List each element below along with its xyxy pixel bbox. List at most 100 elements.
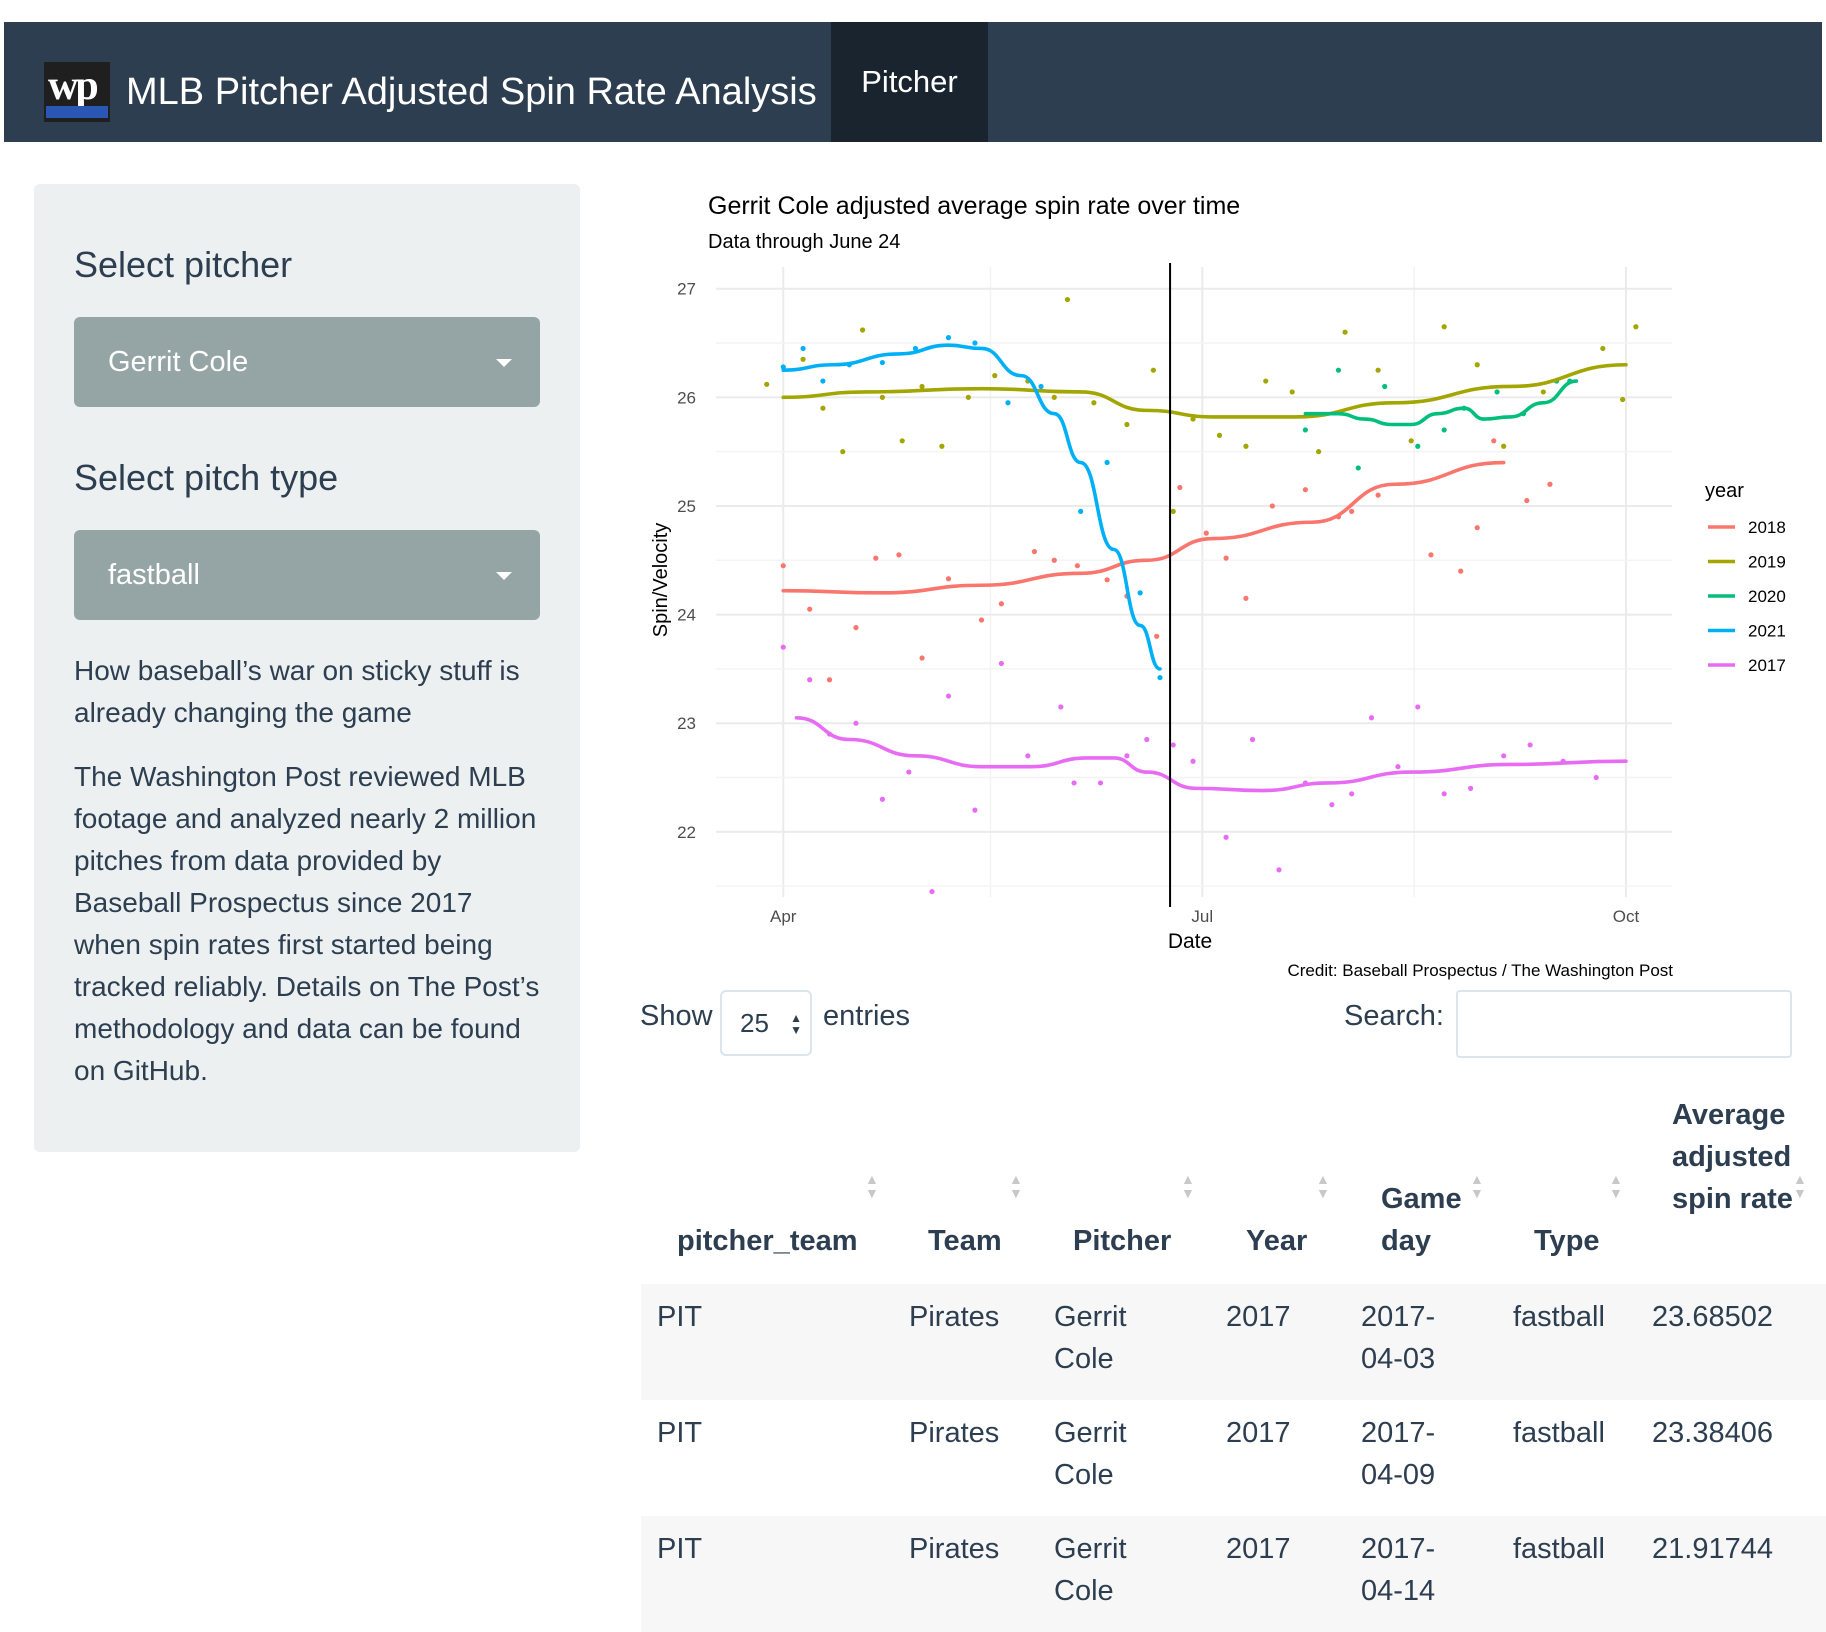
- data-point-2021: [1005, 400, 1011, 406]
- data-point-2017: [1593, 774, 1599, 781]
- data-point-2018: [1104, 577, 1110, 583]
- select-pitch-type-label: Select pitch type: [74, 457, 339, 498]
- y-tick-label: 27: [677, 280, 696, 299]
- x-tick-label: Apr: [770, 907, 797, 926]
- data-point-2017: [1329, 802, 1335, 808]
- cell-pitcher: Gerrit Cole: [1054, 1533, 1127, 1607]
- data-point-2017: [972, 807, 978, 813]
- data-point-2019: [1474, 362, 1480, 368]
- data-point-2019: [1316, 449, 1322, 455]
- washington-post-logo[interactable]: wp: [44, 62, 110, 122]
- data-point-2017: [1276, 867, 1282, 873]
- sort-icon[interactable]: ▲ ▼: [1316, 1171, 1330, 1201]
- data-point-2019: [820, 405, 826, 411]
- sort-icon[interactable]: ▲ ▼: [865, 1171, 879, 1201]
- data-point-2018: [998, 601, 1004, 607]
- data-point-2019: [840, 449, 846, 455]
- data-point-2019: [939, 443, 945, 449]
- sidebar-panel: Select pitcher Gerrit Cole Select pitch …: [34, 184, 580, 1152]
- column-header-type[interactable]: Type: [1534, 1225, 1600, 1257]
- sort-icon[interactable]: ▲ ▼: [1470, 1171, 1484, 1201]
- data-point-2018: [1031, 548, 1038, 555]
- data-point-2021: [972, 340, 978, 346]
- data-point-2018: [1428, 552, 1434, 558]
- data-point-2017: [1415, 704, 1421, 710]
- search-input[interactable]: [1456, 990, 1792, 1058]
- data-point-2019: [1289, 389, 1295, 395]
- legend-label-2017: 2017: [1748, 656, 1786, 675]
- x-tick-label: Oct: [1613, 907, 1640, 926]
- data-point-2018: [853, 625, 859, 631]
- data-point-2019: [859, 327, 866, 333]
- data-point-2018: [780, 563, 786, 569]
- data-point-2018: [1074, 563, 1080, 569]
- data-point-2017: [807, 677, 813, 683]
- pitch-type-select[interactable]: fastball: [74, 530, 540, 620]
- data-point-2017: [853, 720, 859, 726]
- data-point-2017: [1097, 780, 1104, 786]
- table-row[interactable]: PIT Pirates Gerrit Cole 2017 2017-04-14 …: [641, 1516, 1826, 1632]
- data-point-2019: [1091, 400, 1097, 406]
- data-point-2017: [1124, 753, 1130, 759]
- up-down-arrows-icon: ▲ ▼: [790, 1011, 802, 1037]
- data-point-2019: [1540, 389, 1546, 395]
- data-point-2019: [1216, 432, 1223, 438]
- data-point-2018: [978, 617, 985, 623]
- data-point-2017: [1501, 753, 1507, 759]
- app-title[interactable]: MLB Pitcher Adjusted Spin Rate Analysis: [126, 71, 817, 113]
- cell-pitcher-team: PIT: [657, 1301, 703, 1333]
- column-header-average-adjusted-spin-rate[interactable]: Average adjusted spin rate: [1672, 1099, 1793, 1215]
- data-point-2019: [1342, 329, 1348, 335]
- chart-subtitle: Data through June 24: [708, 231, 900, 253]
- pitcher-select[interactable]: Gerrit Cole: [74, 317, 540, 407]
- legend-title: year: [1705, 480, 1744, 502]
- data-point-2018: [1302, 487, 1308, 493]
- column-header-game-day[interactable]: Game day: [1381, 1183, 1462, 1257]
- data-point-2018: [1203, 530, 1209, 536]
- column-header-pitcher-team[interactable]: pitcher_team: [677, 1225, 858, 1257]
- legend-label-2021: 2021: [1748, 622, 1786, 641]
- data-point-2019: [919, 383, 925, 390]
- data-point-2018: [873, 555, 879, 561]
- data-point-2019: [1190, 416, 1196, 422]
- cell-type: fastball: [1513, 1533, 1605, 1565]
- logo-mark: wp: [48, 63, 99, 109]
- chart-marks: [764, 263, 1639, 907]
- chart-title: Gerrit Cole adjusted average spin rate o…: [708, 192, 1240, 220]
- page-length-select[interactable]: 25 ▲ ▼: [720, 990, 812, 1056]
- data-point-2021: [912, 345, 919, 352]
- methodology-description: The Washington Post reviewed MLB footage…: [74, 761, 540, 1086]
- data-point-2017: [1144, 736, 1150, 743]
- data-point-2019: [879, 394, 885, 400]
- series-line-2021: [781, 343, 1162, 671]
- tab-pitcher[interactable]: Pitcher: [831, 22, 988, 142]
- logo-bar: [46, 106, 108, 118]
- data-point-2017: [1349, 791, 1355, 797]
- sort-icon[interactable]: ▲ ▼: [1793, 1171, 1807, 1201]
- cell-pitcher-team: PIT: [657, 1533, 703, 1565]
- data-point-2018: [896, 552, 902, 558]
- column-header-team[interactable]: Team: [928, 1225, 1002, 1257]
- sort-icon[interactable]: ▲ ▼: [1181, 1171, 1195, 1201]
- data-point-2017: [998, 660, 1004, 667]
- data-point-2018: [807, 606, 813, 612]
- column-header-pitcher[interactable]: Pitcher: [1073, 1225, 1172, 1257]
- data-point-2017: [1395, 764, 1401, 770]
- data-point-2018: [1491, 438, 1497, 444]
- data-point-2017: [1223, 834, 1229, 840]
- sort-icon[interactable]: ▲ ▼: [1009, 1171, 1023, 1201]
- column-header-year[interactable]: Year: [1246, 1225, 1308, 1257]
- table-row[interactable]: PIT Pirates Gerrit Cole 2017 2017-04-09 …: [641, 1400, 1826, 1516]
- data-point-2018: [945, 576, 952, 582]
- data-point-2017: [906, 769, 912, 775]
- series-line-2018: [781, 460, 1506, 595]
- sort-icon[interactable]: ▲ ▼: [1609, 1171, 1623, 1201]
- data-point-2018: [826, 677, 833, 683]
- table-row[interactable]: PIT Pirates Gerrit Cole 2017 2017-04-03 …: [641, 1284, 1826, 1400]
- y-axis-label: Spin/Velocity: [650, 523, 672, 638]
- pitcher-select-value: Gerrit Cole: [108, 345, 249, 378]
- show-label: Show: [640, 1000, 713, 1032]
- data-point-2019: [800, 356, 806, 362]
- article-link[interactable]: How baseball’s war on sticky stuff is al…: [74, 655, 520, 728]
- cell-year: 2017: [1226, 1301, 1291, 1333]
